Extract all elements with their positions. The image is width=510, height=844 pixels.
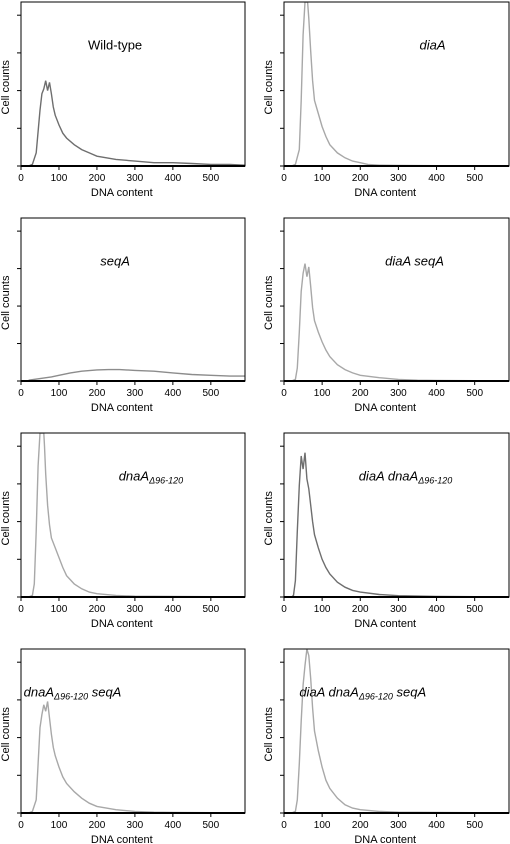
x-tick-label: 300: [127, 173, 144, 184]
chart-panel-1: 0 100 200 300 400 500 DNA content Cell counts Wi…: [0, 1, 246, 199]
y-axis-title: Cell counts: [0, 707, 12, 762]
x-tick-label: 0: [281, 604, 287, 615]
histogram-line: [28, 433, 245, 597]
x-tick-label: 500: [202, 820, 219, 831]
x-tick-label: 300: [127, 820, 144, 831]
histogram-line: [291, 452, 509, 597]
panel-label: dnaAΔ96-120 seqA: [24, 685, 122, 702]
x-axis-title: DNA content: [354, 834, 416, 844]
x-axis-title: DNA content: [91, 618, 153, 630]
chart-panel-5: 0 100 200 300 400 500 DNA content Cell counts dn…: [0, 432, 246, 630]
plot-frame: [283, 648, 510, 814]
chart-panel-6: 0 100 200 300 400 500 DNA content Cell counts di…: [263, 432, 510, 630]
y-axis-title: Cell counts: [0, 275, 12, 330]
panel-label: diaA dnaAΔ96-120: [359, 469, 453, 486]
x-axis-title: DNA content: [91, 402, 153, 414]
histogram-line: [28, 368, 245, 381]
y-axis-title: Cell counts: [263, 491, 275, 546]
x-tick-label: 400: [428, 820, 445, 831]
chart-panel-8: 0 100 200 300 400 500 DNA content Cell counts di…: [263, 648, 510, 844]
x-tick-label: 0: [18, 820, 24, 831]
plot-frame: [283, 1, 510, 167]
x-tick-label: 400: [428, 604, 445, 615]
x-tick-label: 0: [281, 820, 287, 831]
x-tick-label: 400: [165, 604, 182, 615]
x-tick-label: 300: [390, 173, 407, 184]
x-axis-title: DNA content: [354, 618, 416, 630]
x-tick-label: 300: [390, 820, 407, 831]
x-tick-label: 400: [165, 388, 182, 399]
x-tick-label: 200: [89, 604, 106, 615]
x-tick-label: 300: [127, 604, 144, 615]
chart-panel-7: 0 100 200 300 400 500 DNA content Cell counts dn…: [0, 648, 246, 844]
plot-frame: [283, 217, 510, 382]
x-axis-title: DNA content: [91, 187, 153, 199]
histogram-line: [291, 263, 509, 381]
x-tick-label: 300: [390, 604, 407, 615]
x-tick-label: 100: [51, 604, 68, 615]
plot-frame: [283, 432, 510, 598]
chart-panel-2: 0 100 200 300 400 500 DNA content Cell counts di…: [263, 1, 510, 199]
x-tick-label: 200: [89, 388, 106, 399]
panel-label: Wild-type: [88, 38, 142, 53]
x-tick-label: 500: [466, 388, 483, 399]
x-tick-label: 500: [466, 820, 483, 831]
x-axis-title: DNA content: [354, 187, 416, 199]
histogram-line: [291, 649, 509, 813]
chart-panel-3: 0 100 200 300 400 500 DNA content Cell counts se…: [0, 217, 246, 414]
chart-panel-4: 0 100 200 300 400 500 DNA content Cell counts di…: [263, 217, 510, 414]
plot-frame: [20, 648, 246, 814]
x-tick-label: 400: [428, 388, 445, 399]
panel-label: diaA dnaAΔ96-120 seqA: [299, 685, 426, 702]
plot-frame: [20, 432, 246, 598]
y-axis-title: Cell counts: [0, 60, 12, 115]
histogram-line: [28, 701, 245, 813]
panel-label: diaA seqA: [385, 253, 444, 268]
x-tick-label: 400: [165, 173, 182, 184]
x-tick-label: 200: [352, 604, 369, 615]
x-axis-title: DNA content: [354, 402, 416, 414]
x-tick-label: 400: [165, 820, 182, 831]
y-axis-title: Cell counts: [0, 491, 12, 546]
x-tick-label: 200: [352, 820, 369, 831]
x-tick-label: 500: [202, 604, 219, 615]
x-tick-label: 0: [18, 388, 24, 399]
plot-frame: [20, 217, 246, 382]
panel-label: seqA: [100, 253, 130, 268]
x-tick-label: 0: [18, 604, 24, 615]
x-tick-label: 100: [314, 388, 331, 399]
x-tick-label: 0: [281, 173, 287, 184]
x-tick-label: 100: [314, 604, 331, 615]
x-tick-label: 100: [314, 820, 331, 831]
x-tick-label: 100: [51, 820, 68, 831]
x-tick-label: 200: [352, 173, 369, 184]
x-tick-label: 100: [51, 388, 68, 399]
x-tick-label: 200: [89, 820, 106, 831]
x-tick-label: 500: [202, 388, 219, 399]
x-tick-label: 200: [89, 173, 106, 184]
x-tick-label: 0: [18, 173, 24, 184]
y-axis-title: Cell counts: [263, 707, 275, 762]
histogram-line: [28, 80, 245, 166]
panel-label: dnaAΔ96-120: [119, 469, 183, 486]
x-tick-label: 0: [281, 388, 287, 399]
x-tick-label: 500: [202, 173, 219, 184]
x-tick-label: 300: [390, 388, 407, 399]
x-tick-label: 400: [428, 173, 445, 184]
x-tick-label: 100: [314, 173, 331, 184]
histogram-line: [291, 2, 509, 166]
x-tick-label: 100: [51, 173, 68, 184]
x-axis-title: DNA content: [91, 834, 153, 844]
x-tick-label: 300: [127, 388, 144, 399]
y-axis-title: Cell counts: [263, 60, 275, 115]
x-tick-label: 500: [466, 173, 483, 184]
plot-frame: [20, 1, 246, 167]
y-axis-title: Cell counts: [263, 275, 275, 330]
panel-label: diaA: [419, 38, 445, 53]
x-tick-label: 500: [466, 604, 483, 615]
x-tick-label: 200: [352, 388, 369, 399]
